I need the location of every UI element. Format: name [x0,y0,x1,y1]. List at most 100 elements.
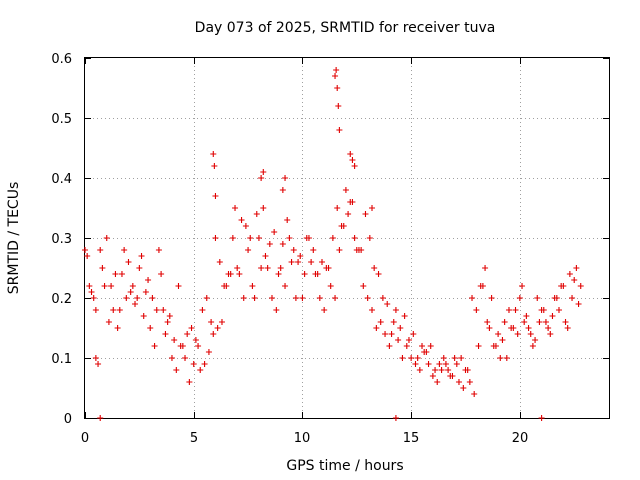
data-point [208,319,215,325]
data-point [334,85,341,91]
data-point [84,253,91,259]
data-point [577,283,584,289]
data-point [262,253,269,259]
data-point [529,343,536,349]
data-point [236,271,243,277]
data-point [369,307,376,313]
data-point [384,301,391,307]
data-point [321,307,328,313]
data-point [455,379,462,385]
data-point [434,379,441,385]
data-point [255,235,262,241]
data-point [458,355,465,361]
data-point [427,343,434,349]
data-point [336,127,343,133]
data-point [482,265,489,271]
data-point [375,271,382,277]
data-point [301,271,308,277]
data-point [227,271,234,277]
data-point [335,103,342,109]
data-point [425,361,432,367]
data-point [442,361,449,367]
data-point [99,265,106,271]
x-tick-label: 15 [403,431,420,446]
data-point [82,247,88,253]
data-point [471,391,478,397]
data-point [475,343,482,349]
data-point [377,319,384,325]
data-point [86,283,93,289]
y-tick-label: 0.5 [51,112,72,127]
data-point [534,295,541,301]
data-point [112,271,119,277]
x-tick-label: 0 [81,431,89,446]
x-axis-label: GPS time / hours [286,458,403,474]
data-point [488,295,495,301]
data-point [466,379,473,385]
data-point [282,283,289,289]
data-point [279,241,286,247]
data-point [484,319,491,325]
x-tick-label: 20 [512,431,529,446]
data-point [103,235,110,241]
data-point [414,355,421,361]
data-point [129,283,136,289]
data-point [462,367,469,373]
data-point [340,223,347,229]
data-point [397,325,404,331]
data-point [142,289,149,295]
data-point [438,367,445,373]
data-point [486,325,493,331]
data-point [510,325,517,331]
data-point [253,211,260,217]
data-point [282,175,289,181]
data-point [295,259,302,265]
data-point [251,295,258,301]
data-point [469,295,476,301]
data-point [392,415,399,421]
data-point [151,343,158,349]
data-point [197,367,204,373]
data-point [408,355,415,361]
data-point [203,295,210,301]
data-point [201,361,208,367]
data-point [562,319,569,325]
data-point [134,295,141,301]
data-point [136,265,143,271]
data-point [118,271,125,277]
data-point [173,367,180,373]
data-point [451,355,458,361]
data-point [558,283,565,289]
data-point [436,361,443,367]
data-point [168,355,175,361]
data-point [553,295,560,301]
data-point [327,283,334,289]
data-point [188,325,195,331]
data-point [247,235,254,241]
data-point [114,325,121,331]
data-point [318,259,325,265]
data-point [260,169,267,175]
data-point [360,283,367,289]
data-point [182,355,189,361]
data-point [514,331,521,337]
data-point [492,343,499,349]
data-point [223,283,230,289]
data-point [212,193,219,199]
data-point [540,307,547,313]
data-point [210,151,217,157]
data-point [210,331,217,337]
data-point [160,307,167,313]
data-point [264,265,271,271]
data-point [166,313,173,319]
data-point [403,343,410,349]
data-point [97,247,104,253]
data-point [573,265,580,271]
data-point [155,247,162,253]
data-point [192,337,199,343]
data-point [347,151,354,157]
data-point [392,307,399,313]
data-point [495,331,502,337]
data-point [545,325,552,331]
data-points [82,67,584,421]
